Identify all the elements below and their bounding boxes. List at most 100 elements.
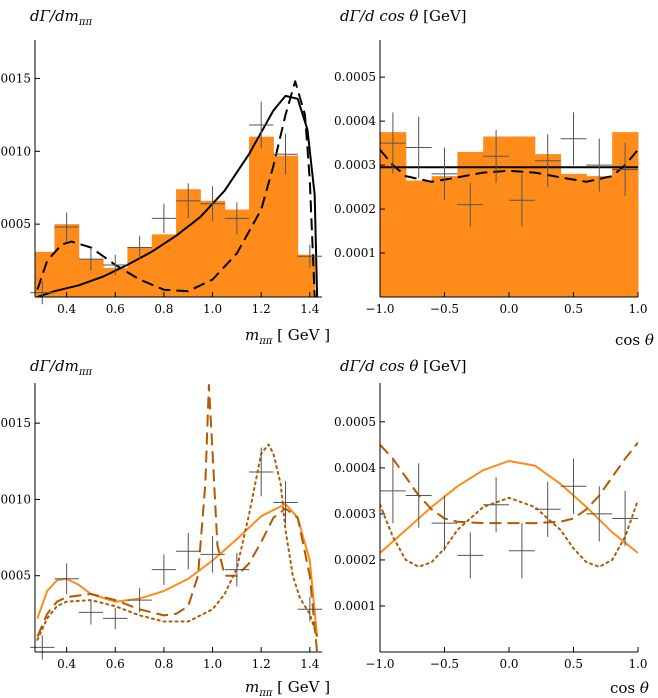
ylabel-bottom-right: dΓ/d cos θ [GeV] bbox=[340, 357, 467, 375]
data-point bbox=[380, 112, 406, 174]
x-tick-label: 0.0 bbox=[499, 657, 518, 671]
hist-bar bbox=[273, 155, 299, 297]
hist-bar bbox=[560, 173, 587, 297]
data-point bbox=[509, 173, 535, 227]
x-tick-label: 1.2 bbox=[252, 657, 271, 671]
panel-bottom-right: dΓ/d cos θ [GeV] −1.0 −0.5 0.0 0.5 1.0 0.0001… bbox=[334, 357, 649, 697]
ylabel-top-left: dΓ/dmππ bbox=[30, 7, 92, 28]
data-point bbox=[30, 635, 55, 660]
x-tick-label: 0.6 bbox=[106, 302, 125, 316]
plot-bottom-left: 0.4 0.6 0.8 1.0 1.2 1.4 0.0005 0.0010 0.0015 bbox=[0, 383, 322, 671]
series-line-solid-orange bbox=[380, 460, 638, 554]
y-tick-label: 0.0001 bbox=[334, 599, 376, 613]
histogram-top-right bbox=[380, 132, 639, 297]
data-point bbox=[612, 143, 638, 196]
series-line-dashed-black bbox=[380, 149, 638, 183]
x-tick-label: 0.5 bbox=[564, 657, 583, 671]
data-point bbox=[586, 486, 613, 542]
hist-bar bbox=[586, 176, 613, 297]
data-point bbox=[483, 129, 509, 183]
data-point bbox=[103, 254, 128, 276]
data-point bbox=[224, 552, 250, 587]
x-tick-label: 1.0 bbox=[628, 657, 647, 671]
x-tick-label: −1.0 bbox=[365, 657, 394, 671]
x-tick-label: −0.5 bbox=[430, 657, 459, 671]
ylabel-bottom-left: dΓ/dmππ bbox=[30, 357, 92, 378]
data-points-bottom-left bbox=[30, 447, 322, 660]
series-line-solid-orange bbox=[36, 503, 319, 637]
y-tick-label: 0.0001 bbox=[334, 246, 376, 260]
series-line-dotted-brown bbox=[36, 443, 319, 641]
y-tick-label: 0.0010 bbox=[0, 144, 31, 158]
data-point bbox=[586, 138, 613, 192]
histogram-top-left bbox=[35, 136, 316, 297]
y-tick-label: 0.0015 bbox=[0, 71, 31, 85]
panel-top-right: dΓ/d cos θ [GeV] −1.0 −0.5 0.0 0.5 1.0 0.0001… bbox=[334, 7, 654, 349]
x-tick-label: 1.0 bbox=[203, 302, 222, 316]
hist-bar bbox=[249, 136, 274, 297]
data-points-bottom-right bbox=[380, 458, 638, 579]
data-point bbox=[405, 116, 432, 179]
data-point bbox=[224, 202, 250, 235]
x-tick-label: 0.6 bbox=[106, 657, 125, 671]
data-point bbox=[380, 458, 406, 524]
data-points-top-left bbox=[30, 101, 322, 305]
axes-bottom-left: 0.4 0.6 0.8 1.0 1.2 1.4 0.0005 0.0010 0.0015 bbox=[0, 383, 322, 671]
hist-bar bbox=[405, 180, 433, 297]
x-tick-label: 0.5 bbox=[564, 302, 583, 316]
x-tick-label: 0.8 bbox=[154, 657, 173, 671]
axes-top-right: −1.0 −0.5 0.0 0.5 1.0 0.0001 0.0002 0.0003 0.000… bbox=[334, 40, 648, 316]
data-point bbox=[534, 481, 561, 537]
data-point bbox=[457, 182, 484, 227]
data-point bbox=[297, 244, 322, 268]
data-point bbox=[431, 147, 458, 201]
x-tick-label: 1.4 bbox=[300, 657, 319, 671]
y-tick-label: 0.0004 bbox=[334, 461, 376, 475]
data-point bbox=[78, 247, 104, 271]
y-tick-label: 0.0010 bbox=[0, 492, 31, 506]
y-tick-label: 0.0005 bbox=[334, 70, 376, 84]
y-tick-label: 0.0005 bbox=[0, 217, 31, 231]
x-tick-label: −0.5 bbox=[430, 302, 459, 316]
axes-bottom-right: −1.0 −0.5 0.0 0.5 1.0 0.0001 0.0002 0.0003 0.000… bbox=[334, 383, 648, 671]
x-tick-label: 1.0 bbox=[203, 657, 222, 671]
data-point bbox=[457, 532, 484, 579]
y-tick-label: 0.0003 bbox=[334, 158, 376, 172]
data-point bbox=[509, 523, 535, 579]
ylabel-top-right: dΓ/d cos θ [GeV] bbox=[340, 7, 467, 25]
data-point bbox=[200, 536, 225, 573]
x-tick-label: 0.8 bbox=[154, 302, 173, 316]
xlabel-top-left: mππ [ GeV ] bbox=[245, 326, 330, 347]
data-point bbox=[127, 235, 152, 260]
data-point bbox=[54, 212, 79, 242]
x-tick-label: 0.4 bbox=[57, 657, 76, 671]
x-tick-label: 1.2 bbox=[252, 302, 271, 316]
data-point bbox=[297, 597, 322, 622]
x-tick-label: 1.4 bbox=[300, 302, 319, 316]
y-tick-label: 0.0005 bbox=[334, 415, 376, 429]
x-tick-label: 1.0 bbox=[628, 302, 647, 316]
data-point bbox=[612, 490, 638, 547]
data-points-top-right bbox=[380, 112, 638, 227]
data-point bbox=[103, 607, 128, 630]
plot-bottom-right: −1.0 −0.5 0.0 0.5 1.0 0.0001 0.0002 0.0003 0.000… bbox=[334, 383, 648, 671]
data-point bbox=[176, 183, 201, 219]
data-point bbox=[534, 134, 561, 188]
curves-top-right bbox=[380, 149, 638, 183]
x-tick-label: −1.0 bbox=[365, 302, 394, 316]
x-tick-label: 0.4 bbox=[57, 302, 76, 316]
data-point bbox=[273, 133, 298, 175]
data-point bbox=[560, 112, 587, 166]
y-tick-label: 0.0005 bbox=[0, 569, 31, 583]
series-line-dashed-brown bbox=[36, 384, 319, 652]
data-point bbox=[249, 101, 274, 149]
axes-top-left: 0.4 0.6 0.8 1.0 1.2 1.4 0.0005 0.0010 0.0015 bbox=[0, 40, 322, 316]
data-point bbox=[176, 532, 201, 570]
data-point bbox=[200, 186, 225, 222]
data-point bbox=[431, 495, 458, 551]
data-point bbox=[54, 563, 79, 595]
plot-top-right: −1.0 −0.5 0.0 0.5 1.0 0.0001 0.0002 0.0003 0.000… bbox=[334, 40, 648, 316]
data-point bbox=[151, 203, 177, 233]
data-point bbox=[249, 447, 274, 497]
